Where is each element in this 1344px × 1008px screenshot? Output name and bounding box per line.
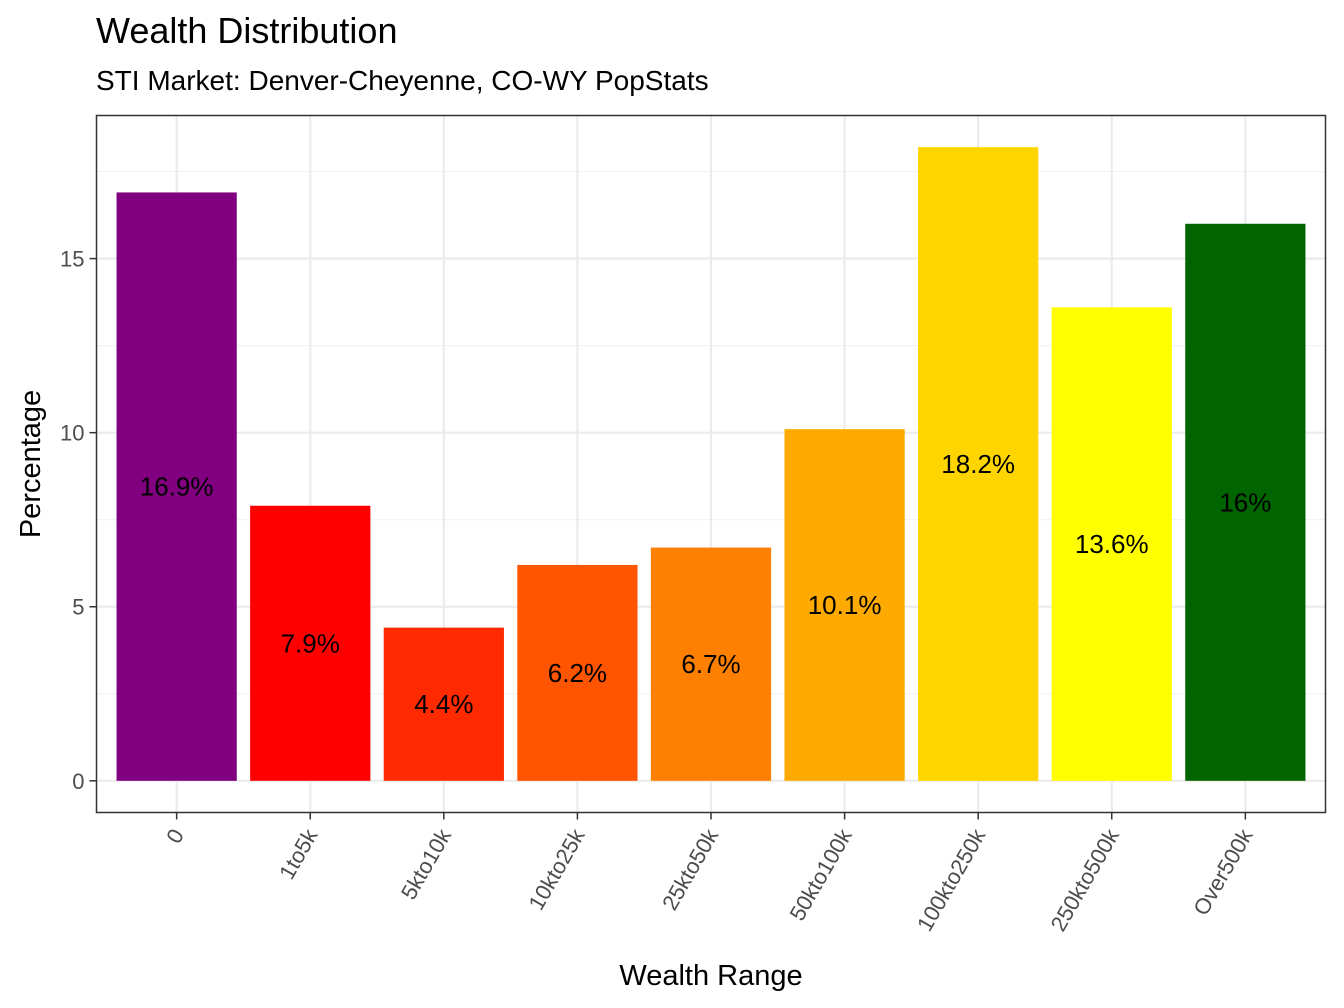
x-tick-label: 10kto25k [523, 824, 590, 915]
bar-100kto250k [918, 147, 1039, 781]
x-tick-label: Over500k [1188, 824, 1258, 920]
y-tick-label: 5 [72, 595, 84, 620]
x-tick-label: 50kto100k [785, 824, 858, 925]
bar-value-label: 6.7% [681, 649, 740, 679]
bar-value-label: 7.9% [281, 628, 340, 658]
bar-value-label: 13.6% [1075, 529, 1149, 559]
bar-1to5k [250, 505, 371, 781]
y-tick-label: 10 [60, 421, 84, 446]
bar-value-label: 6.2% [548, 658, 607, 688]
bar-labels: 16.9% 7.9% 4.4% 6.2% 6.7% 10.1% 18.2% 13.6% 16% [140, 449, 1272, 719]
bar-5kto10k [383, 627, 504, 781]
bar-50kto100k [784, 429, 905, 781]
bars [116, 147, 1306, 781]
x-tick-label: 1to5k [274, 824, 323, 884]
bar-value-label: 16% [1219, 487, 1271, 517]
bar-10kto25k [517, 564, 638, 781]
x-tick-label: 0 [161, 825, 189, 848]
bar-value-label: 10.1% [808, 590, 882, 620]
x-axis: 0 1to5k 5kto10k 10kto25k 25kto50k 50kto100k 10… [161, 812, 1258, 936]
bar-250kto500k [1051, 307, 1172, 781]
x-tick-label: 25kto50k [657, 824, 724, 915]
bar-25kto50k [650, 547, 772, 781]
y-tick-label: 15 [60, 247, 84, 272]
x-tick-label: 100kto250k [912, 824, 991, 936]
x-tick-label: 5kto10k [396, 824, 457, 904]
bar-Over500k [1185, 223, 1306, 781]
y-tick-label: 0 [72, 769, 84, 794]
y-axis-title: Percentage [15, 390, 47, 538]
x-axis-title: Wealth Range [619, 960, 802, 992]
chart-title: Wealth Distribution [96, 10, 398, 51]
bar-0 [116, 192, 237, 781]
chart-subtitle: STI Market: Denver-Cheyenne, CO-WY PopSt… [96, 65, 709, 96]
bar-value-label: 4.4% [414, 689, 473, 719]
x-tick-label: 250kto500k [1046, 824, 1125, 936]
bar-value-label: 18.2% [941, 449, 1015, 479]
y-axis: 0 5 10 15 [60, 247, 97, 794]
bar-value-label: 16.9% [140, 472, 214, 502]
